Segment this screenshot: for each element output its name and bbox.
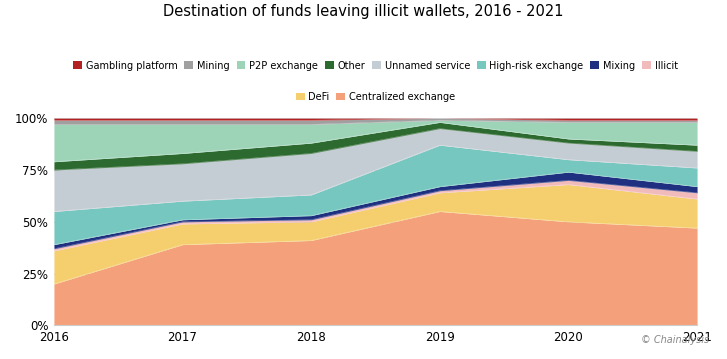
Text: © Chainalysis: © Chainalysis — [640, 335, 709, 345]
Legend: DeFi, Centralized exchange: DeFi, Centralized exchange — [292, 88, 459, 106]
Text: Destination of funds leaving illicit wallets, 2016 - 2021: Destination of funds leaving illicit wal… — [164, 4, 563, 19]
